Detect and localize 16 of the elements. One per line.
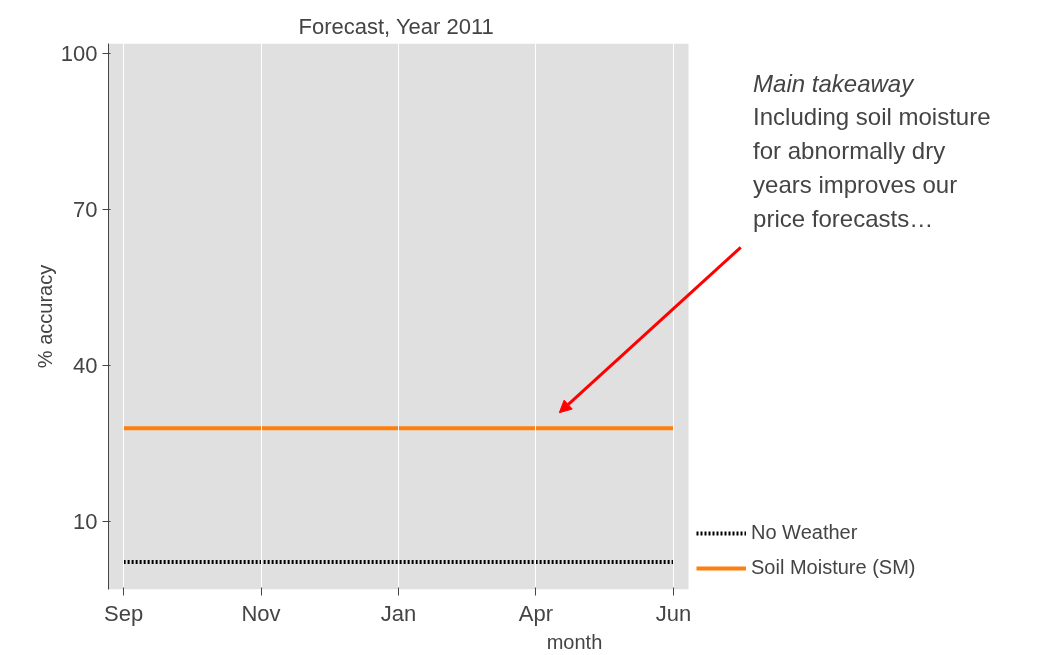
y-tick-label: 100 [60,41,98,67]
y-tick-label: 70 [73,197,98,223]
x-tick-label: Sep [104,600,144,626]
x-tick-label: Jun [655,600,692,626]
legend-label: No Weather [751,521,858,544]
y-tick-label: 40 [73,353,98,379]
text: Main takeaway [753,69,916,97]
legend-label: Soil Moisture (SM) [751,556,916,579]
chart-title: Forecast, Year 2011 [298,13,494,39]
x-tick-label: Nov [241,600,281,626]
text: Including soil moisture for abnormally dry years improves our price forecasts… [753,103,991,232]
y-tick-label: 10 [73,509,98,535]
x-axis-title: month [546,630,603,653]
x-tick-label: Jan [380,600,417,626]
y-axis-title: % accuracy [33,264,56,369]
x-tick-label: Apr [518,600,554,626]
